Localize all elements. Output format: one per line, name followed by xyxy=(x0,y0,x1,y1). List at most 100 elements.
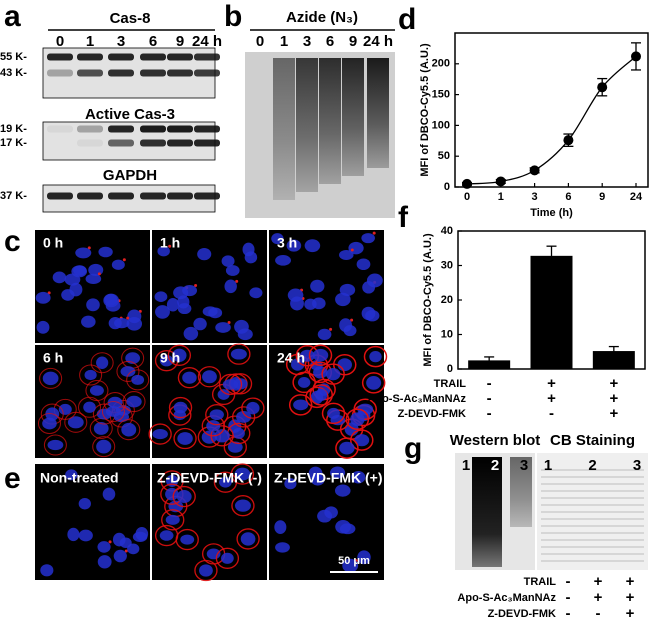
nucleus xyxy=(75,247,92,259)
blot-band xyxy=(194,192,220,200)
lane-label: 9 xyxy=(176,33,184,50)
red-dot xyxy=(124,549,128,553)
condition-mark: - xyxy=(487,390,492,407)
y-axis-label: MFI of DBCO-Cy5.5 (A.U.) xyxy=(419,43,431,177)
blot-band xyxy=(140,192,166,200)
nucleus xyxy=(339,318,353,332)
condition-label: TRAIL xyxy=(524,576,557,588)
nucleus xyxy=(154,291,168,302)
blot-band xyxy=(47,53,73,61)
nucleus xyxy=(240,532,256,546)
nucleus xyxy=(234,319,249,334)
lane-label: 3 xyxy=(520,457,528,474)
y-tick-label: 200 xyxy=(432,58,450,70)
point xyxy=(631,51,641,62)
nucleus xyxy=(176,490,192,504)
nucleus xyxy=(214,429,230,443)
nucleus xyxy=(89,385,104,396)
nucleus xyxy=(227,441,243,453)
membrane xyxy=(177,367,202,389)
panel-letter: g xyxy=(404,432,422,465)
y-tick-label: 30 xyxy=(441,259,453,271)
membrane xyxy=(167,344,192,366)
nucleus xyxy=(157,246,170,257)
x-tick-label: 3 xyxy=(532,191,538,203)
condition-mark: - xyxy=(566,573,571,590)
x-tick-label: 6 xyxy=(565,191,571,203)
nucleus xyxy=(114,317,130,329)
nucleus xyxy=(297,377,311,388)
condition-mark: - xyxy=(487,405,492,422)
y-tick-label: 50 xyxy=(438,150,450,162)
red-dot xyxy=(194,284,198,288)
lane-label: 6 xyxy=(149,33,157,50)
red-dot xyxy=(126,316,130,320)
blot-title: CB Staining xyxy=(550,432,635,449)
condition-mark: + xyxy=(609,375,618,392)
nucleus xyxy=(271,233,284,245)
lane-label: 1 xyxy=(280,33,288,50)
nucleus xyxy=(67,416,84,429)
nucleus xyxy=(180,534,195,545)
nucleus xyxy=(244,251,258,264)
membrane xyxy=(161,509,185,531)
nucleus xyxy=(120,366,136,377)
red-dot xyxy=(97,272,101,276)
nucleus xyxy=(47,439,64,451)
blot-title: Active Cas-3 xyxy=(85,106,175,123)
lane-label: 3 xyxy=(117,33,125,50)
x-axis-label: Time (h) xyxy=(530,207,573,219)
condition-label: Apo-S-Ac₃ManNAz xyxy=(457,592,556,604)
condition-mark: + xyxy=(594,589,603,606)
nucleus xyxy=(102,487,116,501)
blot-band xyxy=(167,69,193,77)
condition-mark: + xyxy=(594,573,603,590)
condition-mark: - xyxy=(566,589,571,606)
image-label: 0 h xyxy=(43,235,63,251)
y-tick-label: 150 xyxy=(432,89,450,101)
nucleus xyxy=(284,478,297,490)
blot-band xyxy=(47,192,73,200)
membrane xyxy=(292,371,316,394)
blot-band xyxy=(194,53,220,61)
nucleus xyxy=(221,552,234,564)
blot-title: GAPDH xyxy=(103,167,157,184)
x-tick-label: 0 xyxy=(464,191,470,203)
membrane xyxy=(79,364,103,386)
blot-smear xyxy=(319,58,341,184)
membrane xyxy=(148,423,172,445)
membrane xyxy=(321,363,345,385)
nucleus xyxy=(312,348,329,362)
red-dot xyxy=(168,244,172,248)
bar xyxy=(592,351,635,369)
nucleus xyxy=(197,247,212,261)
image-label: Z-DEVD-FMK (-) xyxy=(157,470,262,486)
blot-band xyxy=(77,139,103,147)
blot-band xyxy=(194,139,220,147)
membrane xyxy=(39,367,63,389)
nucleus xyxy=(85,273,102,284)
point xyxy=(563,135,574,146)
condition-mark: + xyxy=(626,605,635,622)
nucleus xyxy=(369,351,382,363)
nucleus xyxy=(183,326,199,341)
nucleus xyxy=(58,403,72,415)
condition-mark: + xyxy=(609,405,618,422)
nucleus xyxy=(78,529,93,542)
nucleus xyxy=(222,379,239,390)
marker-label: 37 K- xyxy=(0,190,27,202)
nucleus xyxy=(334,484,351,497)
blot-title: Cas-8 xyxy=(110,10,151,27)
panel-letter: a xyxy=(4,0,21,33)
membrane xyxy=(218,373,243,396)
blot-band xyxy=(167,192,193,200)
nucleus xyxy=(304,298,317,310)
membrane xyxy=(230,463,255,485)
condition-mark: + xyxy=(626,573,635,590)
nucleus xyxy=(308,466,323,480)
membrane xyxy=(92,436,116,458)
blot-title: Azide (N₃) xyxy=(286,9,358,26)
nucleus xyxy=(286,239,302,252)
lane-label: 9 xyxy=(349,33,357,50)
blot-band xyxy=(167,125,193,133)
